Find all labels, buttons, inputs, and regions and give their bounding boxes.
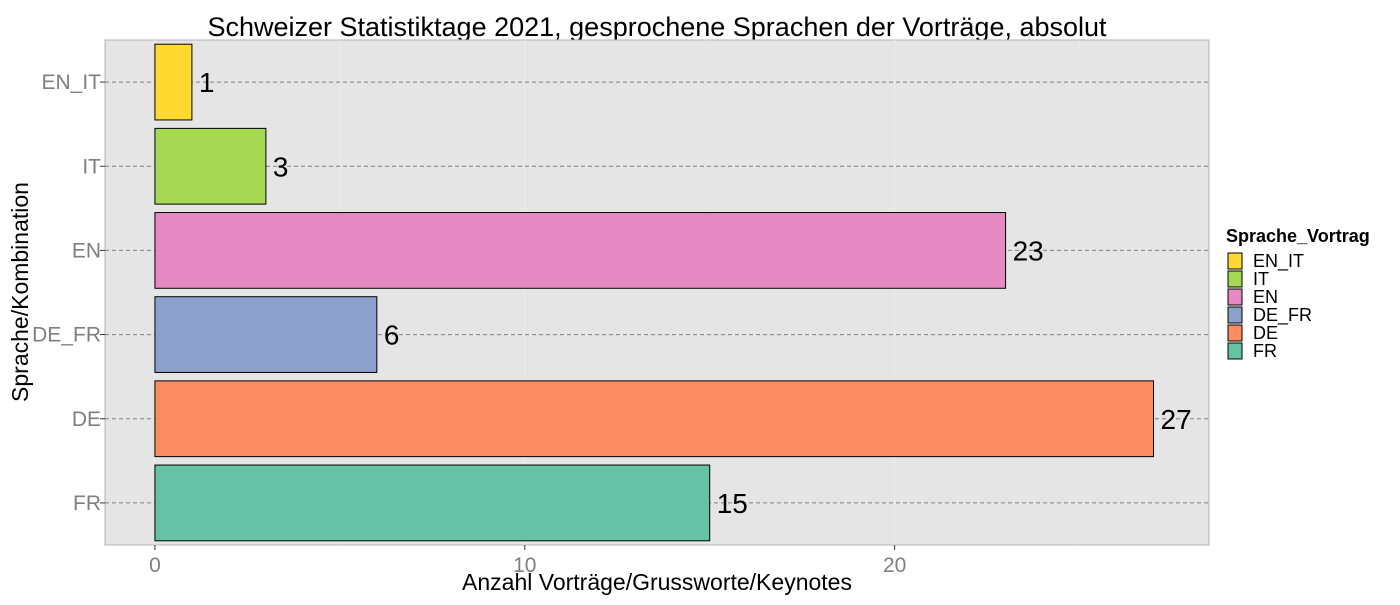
x-tick-label: 0 bbox=[149, 554, 161, 577]
data-labels: 15 27 6 23 3 1 bbox=[199, 67, 1192, 519]
bars bbox=[154, 43, 1155, 542]
legend-label: EN bbox=[1253, 287, 1278, 307]
legend-label: DE_FR bbox=[1253, 305, 1312, 326]
legend-title: Sprache_Vortrag bbox=[1226, 226, 1370, 246]
legend-swatch bbox=[1227, 270, 1243, 288]
legend-label: IT bbox=[1253, 269, 1269, 289]
chart-title: Schweizer Statistiktage 2021, gesprochen… bbox=[207, 12, 1107, 42]
x-axis-title: Anzahl Vorträge/Grusswortе/Keynotes bbox=[462, 569, 852, 595]
x-axis-ticks: 0 10 20 bbox=[149, 545, 906, 577]
legend-swatch bbox=[1227, 324, 1243, 342]
bar bbox=[154, 464, 711, 542]
legend-label: DE bbox=[1253, 323, 1278, 343]
y-tick-label: FR bbox=[73, 492, 101, 515]
legend-swatch bbox=[1227, 288, 1243, 306]
y-tick-label: EN bbox=[72, 239, 101, 262]
x-tick-label: 20 bbox=[883, 554, 906, 577]
y-axis-title: Sprache/Kombination bbox=[7, 182, 33, 402]
data-label: 15 bbox=[717, 488, 748, 519]
y-tick-label: DE_FR bbox=[32, 324, 101, 347]
y-axis-ticks: FR DE DE_FR EN IT EN_IT bbox=[32, 71, 105, 515]
bar bbox=[154, 127, 267, 205]
plot-panel bbox=[104, 39, 1210, 546]
legend-swatch bbox=[1227, 342, 1243, 360]
legend-swatch bbox=[1227, 306, 1243, 324]
data-label: 6 bbox=[384, 320, 400, 351]
data-label: 27 bbox=[1161, 404, 1192, 435]
data-label: 3 bbox=[273, 151, 289, 182]
legend-label: EN_IT bbox=[1253, 251, 1304, 272]
legend-label: FR bbox=[1253, 341, 1277, 361]
y-tick-label: IT bbox=[82, 155, 101, 178]
legend-swatch bbox=[1227, 252, 1243, 270]
bar bbox=[154, 296, 378, 373]
bar bbox=[154, 212, 1007, 289]
x-tick-label: 10 bbox=[513, 554, 536, 577]
data-label: 1 bbox=[199, 67, 215, 98]
bar bbox=[154, 43, 193, 121]
data-label: 23 bbox=[1013, 235, 1044, 266]
y-tick-label: DE bbox=[72, 408, 101, 431]
y-tick-label: EN_IT bbox=[41, 71, 101, 94]
bar bbox=[154, 380, 1155, 458]
